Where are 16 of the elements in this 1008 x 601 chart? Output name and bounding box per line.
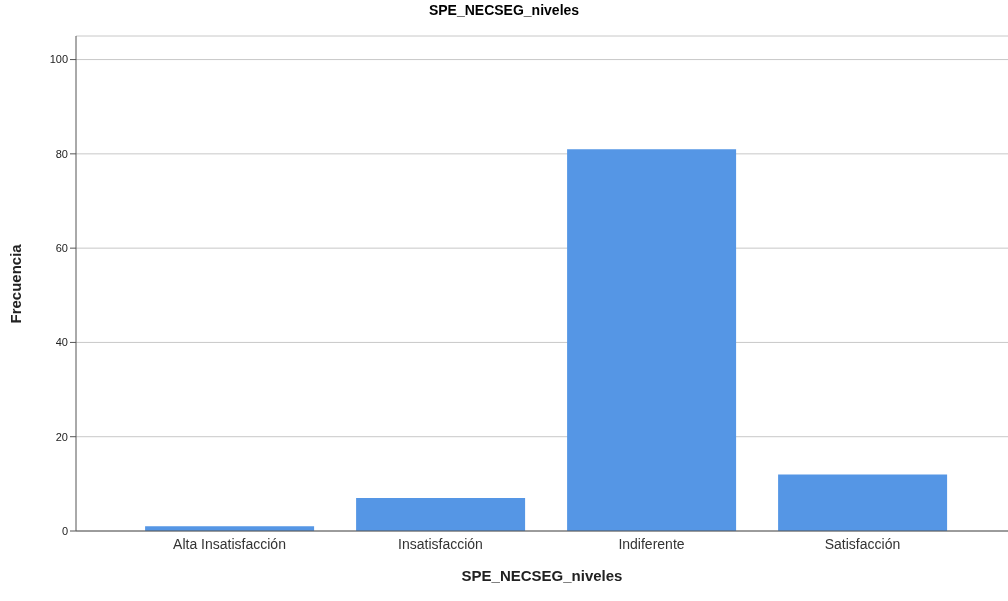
x-tick-label: Satisfacción	[824, 535, 901, 552]
x-axis-title: SPE_NECSEG_niveles	[461, 567, 623, 584]
y-tick-label: 80	[55, 147, 68, 160]
y-tick-label: 100	[49, 53, 68, 66]
x-tick-label: Insatisfacción	[398, 535, 483, 552]
bar	[356, 498, 526, 531]
bar	[567, 149, 737, 531]
y-tick-label: 20	[55, 430, 68, 443]
bar	[778, 474, 948, 531]
y-tick-label: 40	[55, 336, 68, 349]
chart-title: SPE_NECSEG_niveles	[427, 2, 581, 18]
y-tick-label: 0	[61, 524, 68, 537]
x-tick-label: Indiferente	[618, 535, 685, 552]
y-axis-title: Frecuencia	[7, 243, 25, 324]
y-tick-label: 60	[55, 242, 68, 255]
x-tick-label: Alta Insatisfacción	[173, 535, 286, 552]
